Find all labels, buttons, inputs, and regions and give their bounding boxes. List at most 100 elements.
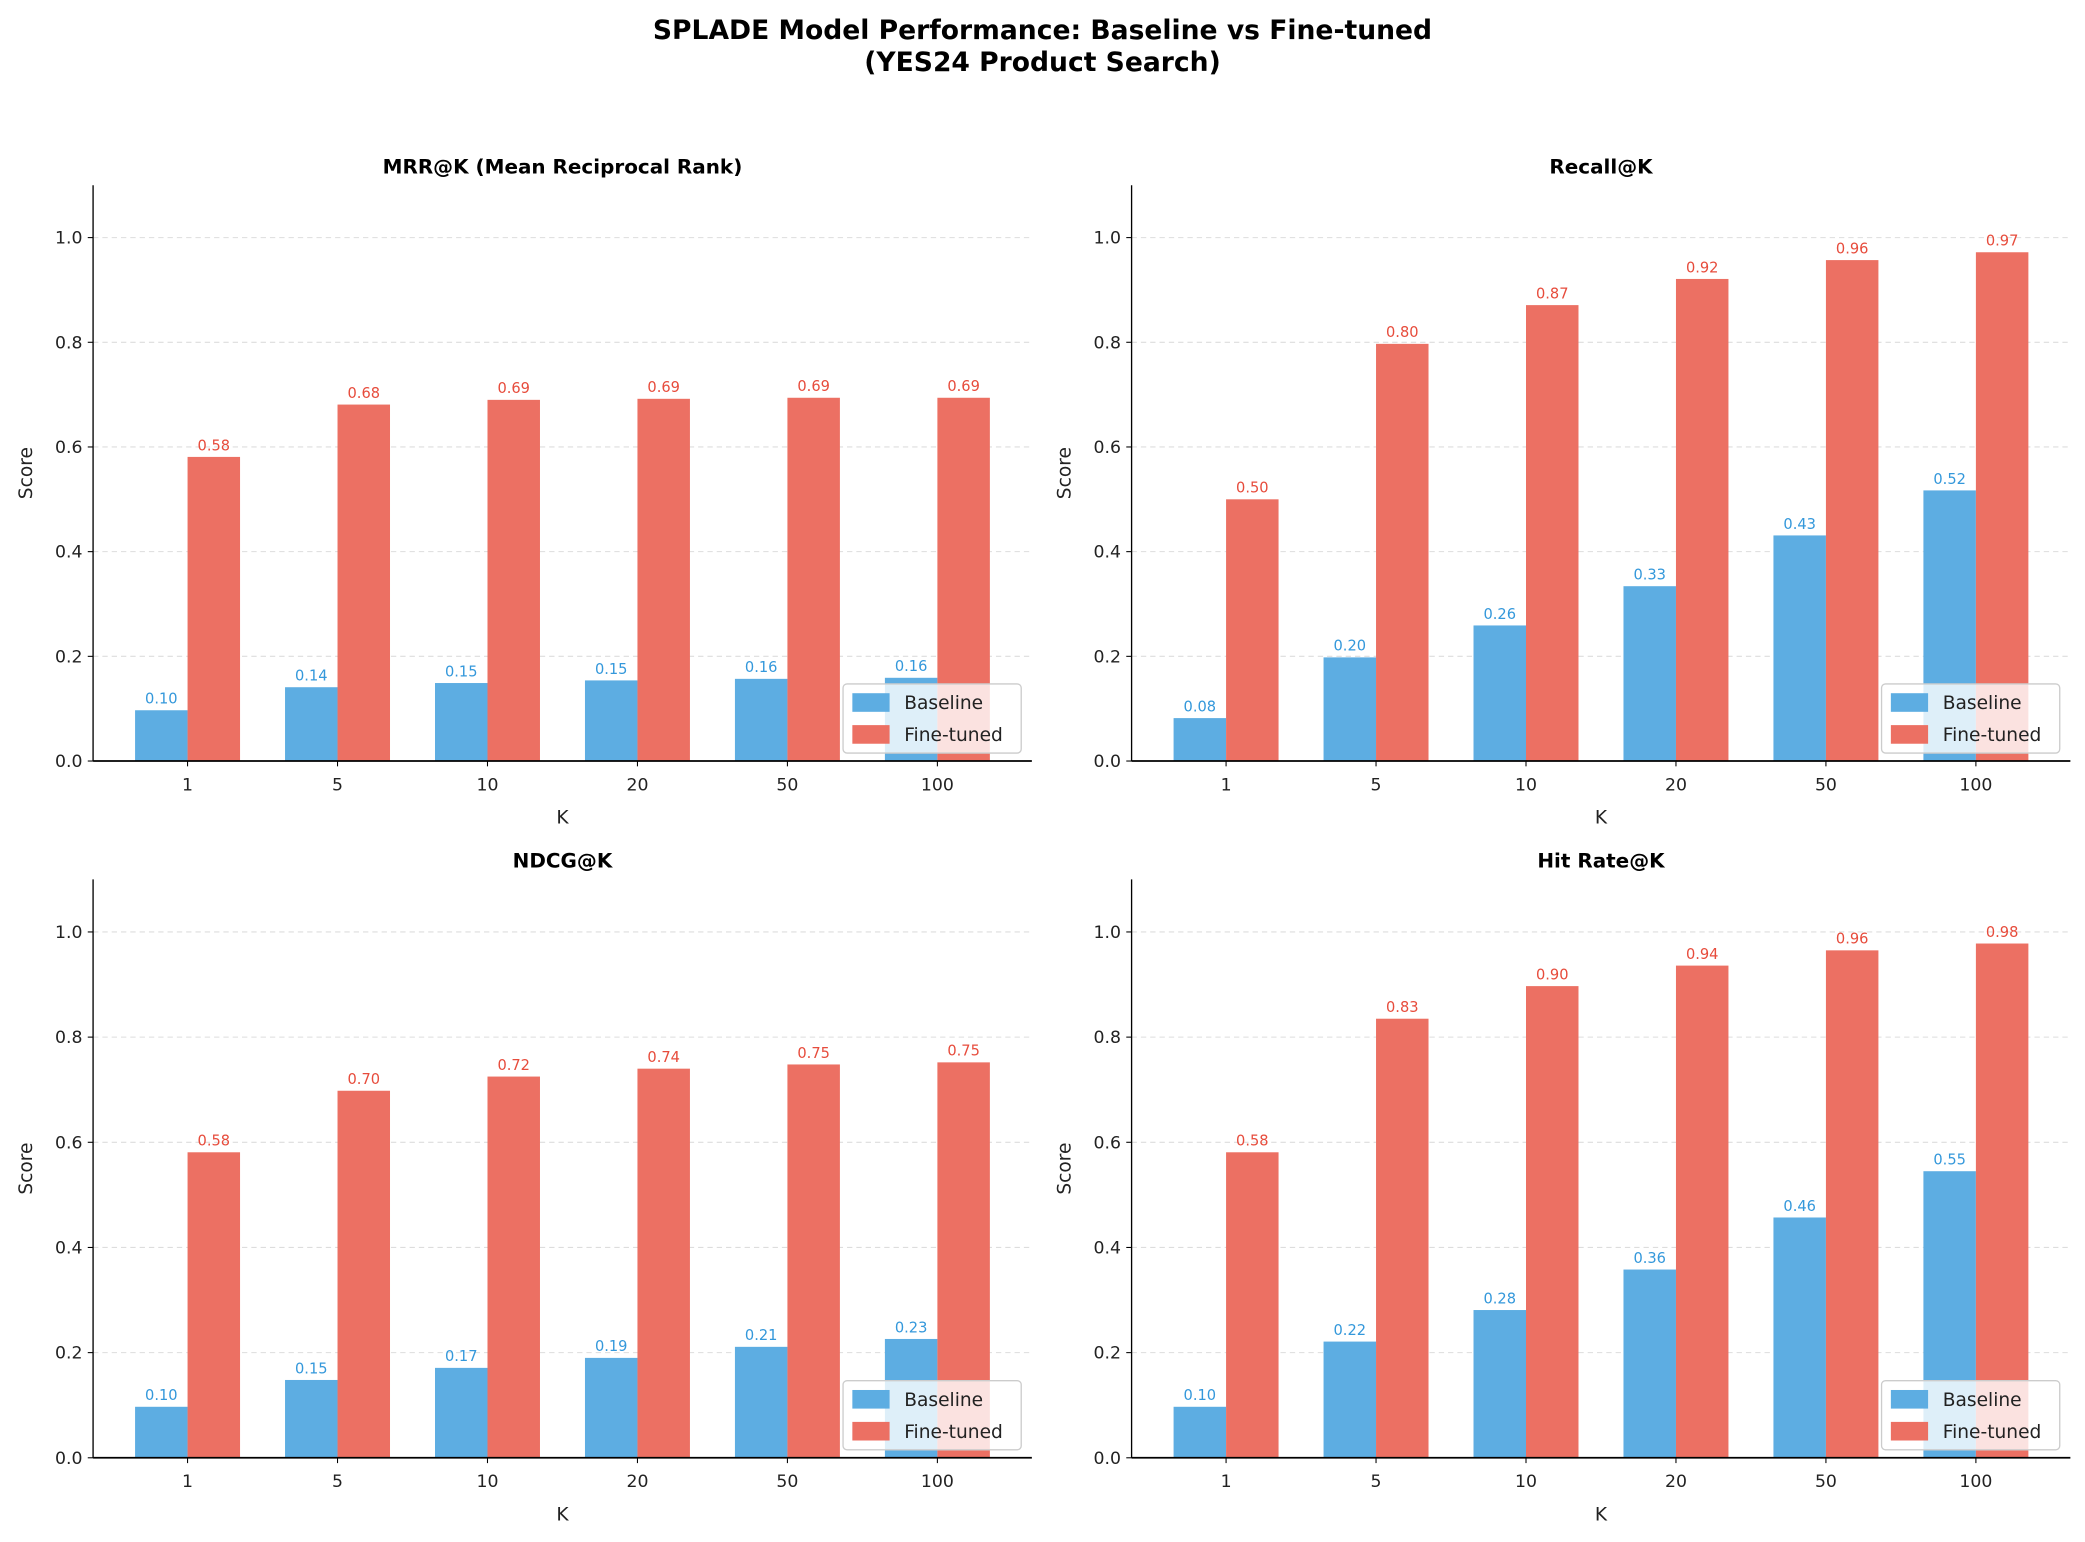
- bar-finetuned-50: [1825, 950, 1879, 1458]
- y-tick-label: 0.8: [1093, 333, 1120, 353]
- legend-swatch-baseline: [852, 693, 890, 712]
- bar-baseline-50: [1773, 1217, 1826, 1458]
- data-label: 0.69: [947, 378, 980, 395]
- y-tick-label: 0.4: [55, 543, 82, 563]
- data-label: 0.74: [647, 1049, 680, 1066]
- y-tick-label: 0.4: [1093, 1238, 1120, 1258]
- data-label: 0.58: [198, 437, 231, 454]
- x-tick-label: 20: [1665, 1472, 1687, 1492]
- data-label: 0.72: [497, 1057, 530, 1074]
- y-tick-label: 0.2: [55, 647, 82, 667]
- data-label: 0.69: [797, 378, 830, 395]
- legend-label: Fine-tuned: [1943, 1422, 2042, 1443]
- data-label: 0.52: [1933, 471, 1966, 488]
- x-tick-label: 5: [332, 775, 343, 795]
- data-label: 0.26: [1483, 606, 1516, 623]
- y-tick-label: 0.0: [55, 1449, 82, 1469]
- data-label: 0.98: [1986, 924, 2019, 941]
- bar-finetuned-5: [1376, 343, 1429, 762]
- y-tick-label: 0.2: [1093, 1344, 1120, 1364]
- data-label: 0.68: [348, 385, 381, 402]
- x-tick-label: 10: [1515, 1472, 1537, 1492]
- bar-finetuned-1: [187, 1152, 241, 1458]
- bar-finetuned-20: [637, 1068, 690, 1458]
- y-tick-label: 0.8: [55, 333, 82, 353]
- bar-baseline-5: [1323, 657, 1377, 762]
- bar-finetuned-1: [1226, 499, 1279, 762]
- bar-finetuned-10: [1525, 305, 1579, 762]
- legend-label: Baseline: [904, 693, 983, 714]
- data-label: 0.55: [1933, 1152, 1966, 1169]
- data-label: 0.14: [295, 668, 328, 685]
- figure-title-line1: SPLADE Model Performance: Baseline vs Fi…: [653, 15, 1432, 46]
- legend-swatch-baseline: [1890, 1389, 1929, 1409]
- x-tick-label: 5: [1371, 775, 1382, 795]
- y-tick-label: 0.8: [1093, 1028, 1120, 1048]
- bar-baseline-50: [1773, 535, 1826, 762]
- y-tick-label: 1.0: [1093, 229, 1120, 249]
- bar-baseline-1: [135, 710, 188, 762]
- data-label: 0.15: [295, 1360, 328, 1377]
- y-axis-label: Score: [16, 447, 37, 499]
- legend-swatch-finetuned: [1890, 725, 1929, 744]
- legend-swatch-baseline: [852, 1389, 890, 1409]
- bar-baseline-5: [1323, 1341, 1377, 1458]
- y-tick-label: 0.0: [1093, 752, 1120, 772]
- subplot-title: Recall@K: [1549, 154, 1654, 178]
- subplot-2: 0.0 0.2 0.4 0.6 0.8 1.0 0.08 0.20 0.26 0.33 0.43 0.…: [1054, 154, 2071, 829]
- bar-baseline-1: [1173, 718, 1227, 762]
- x-tick-label: 50: [776, 1472, 798, 1492]
- data-label: 0.96: [1836, 240, 1869, 257]
- data-label: 0.69: [497, 380, 530, 397]
- data-label: 0.20: [1334, 638, 1367, 655]
- data-label: 0.21: [745, 1327, 778, 1344]
- data-label: 0.19: [595, 1338, 628, 1355]
- y-tick-label: 0.4: [55, 1238, 82, 1258]
- y-tick-label: 0.0: [55, 752, 82, 772]
- data-label: 0.08: [1184, 698, 1217, 715]
- bar-baseline-1: [135, 1406, 188, 1458]
- legend-swatch-finetuned: [852, 725, 890, 744]
- y-tick-label: 0.0: [1093, 1449, 1120, 1469]
- y-axis-label: Score: [1054, 1143, 1075, 1195]
- bar-finetuned-100: [1975, 943, 2029, 1458]
- bar-baseline-50: [734, 678, 788, 762]
- legend-label: Fine-tuned: [904, 725, 1003, 746]
- legend-swatch-finetuned: [852, 1421, 890, 1441]
- data-label: 0.16: [895, 658, 928, 675]
- legend-label: Baseline: [1943, 693, 2022, 714]
- figure-title-line2: (YES24 Product Search): [864, 47, 1220, 78]
- bar-baseline-10: [1473, 625, 1526, 762]
- bar-finetuned-10: [487, 1076, 540, 1458]
- y-tick-label: 0.6: [1093, 1133, 1120, 1153]
- x-tick-label: 1: [1221, 1472, 1232, 1492]
- data-label: 0.46: [1783, 1198, 1816, 1215]
- data-label: 0.50: [1236, 480, 1269, 497]
- x-tick-label: 1: [1221, 775, 1232, 795]
- y-axis-label: Score: [16, 1143, 37, 1195]
- data-label: 0.80: [1386, 324, 1419, 341]
- data-label: 0.22: [1334, 1322, 1367, 1339]
- data-label: 0.83: [1386, 999, 1419, 1016]
- x-axis-label: K: [556, 808, 569, 829]
- data-label: 0.33: [1633, 567, 1666, 584]
- legend-label: Baseline: [1943, 1390, 2022, 1411]
- y-tick-label: 0.4: [1093, 543, 1120, 563]
- legend-label: Baseline: [904, 1390, 983, 1411]
- y-axis-label: Score: [1054, 447, 1075, 499]
- data-label: 0.75: [947, 1043, 980, 1060]
- data-label: 0.36: [1633, 1250, 1666, 1267]
- bar-finetuned-50: [787, 397, 840, 762]
- data-label: 0.28: [1483, 1290, 1516, 1307]
- data-label: 0.87: [1536, 285, 1569, 302]
- x-tick-label: 50: [1815, 1472, 1837, 1492]
- bar-baseline-10: [1473, 1310, 1526, 1458]
- y-tick-label: 1.0: [1093, 923, 1120, 943]
- bar-finetuned-50: [787, 1064, 840, 1458]
- data-label: 0.16: [745, 659, 778, 676]
- x-tick-label: 1: [182, 775, 193, 795]
- bar-baseline-20: [584, 680, 638, 762]
- subplot-1: 0.0 0.2 0.4 0.6 0.8 1.0 0.10 0.14 0.15 0.15 0.16 0.…: [16, 154, 1032, 829]
- x-tick-label: 10: [1515, 775, 1537, 795]
- x-tick-label: 50: [776, 775, 798, 795]
